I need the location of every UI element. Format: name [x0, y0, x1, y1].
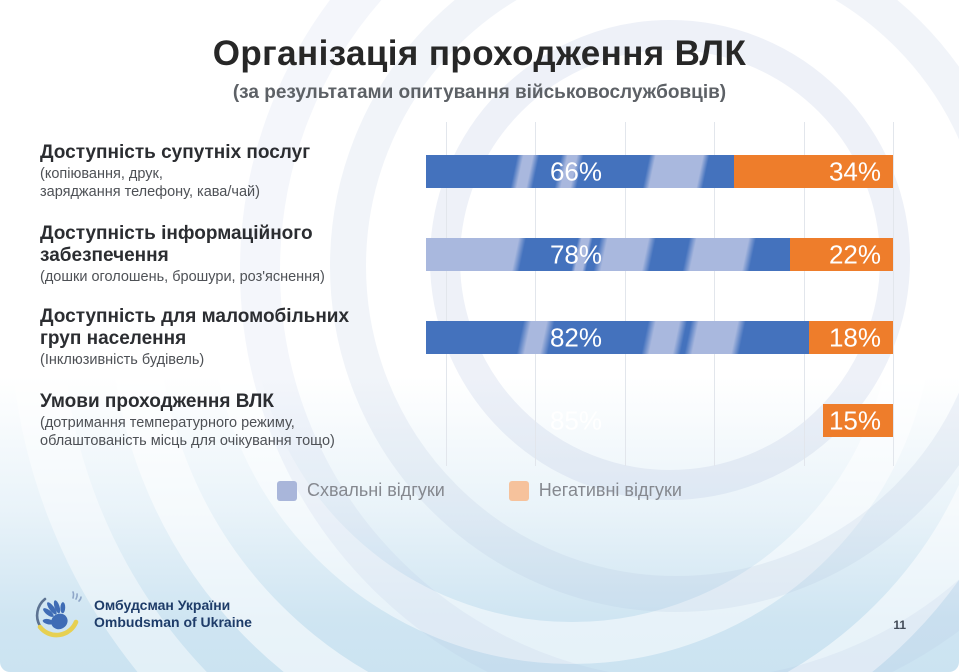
chart-row: Доступність супутніх послуг (копіювання,…: [40, 130, 893, 213]
legend-swatch-approve: [277, 480, 298, 501]
org-name: Омбудсман України Ombudsman of Ukraine: [94, 597, 252, 631]
chart-row: Доступність інформаційного забезпечення …: [40, 213, 893, 296]
bar-track: 82% 18%: [426, 321, 893, 354]
legend-item-negative: Негативні відгуки: [508, 480, 682, 501]
bar-track: 85% 15%: [426, 404, 893, 437]
page-subtitle: (за результатами опитування військовослу…: [232, 82, 727, 103]
bar-segment-approve: 85%: [426, 404, 823, 437]
bar-segment-negative: 34%: [734, 155, 893, 188]
value-label-negative: 34%: [828, 156, 881, 186]
category-note: (Інклюзивність будівель): [40, 351, 205, 368]
bar-segment-negative: 22%: [790, 238, 893, 271]
value-label-approve: 85%: [549, 405, 603, 435]
value-label-approve: 66%: [549, 156, 603, 186]
category-label: Доступність супутніх послуг (копіювання,…: [40, 142, 426, 201]
value-label-negative: 22%: [828, 239, 881, 269]
legend-label-negative: Негативні відгуки: [538, 480, 682, 500]
bar-segment-negative: 15%: [822, 404, 893, 437]
category-title: Доступність супутніх послуг: [40, 141, 311, 163]
hand-in-circle-logo-icon: [35, 591, 82, 638]
value-label-approve: 82%: [549, 322, 603, 352]
bar-segment-approve: 78%: [426, 238, 791, 271]
page-number: 11: [893, 618, 906, 632]
org-name-en: Ombudsman of Ukraine: [94, 614, 252, 630]
bar-segment-approve: 66%: [426, 155, 735, 188]
bar-segment-negative: 18%: [808, 321, 893, 354]
category-note: (дотримання температурного режиму, облаш…: [40, 414, 335, 449]
legend-swatch-negative: [508, 480, 529, 501]
bar-track: 66% 34%: [426, 155, 893, 188]
bar-segment-approve: 82%: [426, 321, 809, 354]
category-label: Доступність для маломобільних груп насел…: [40, 306, 426, 370]
header: Організація проходження ВЛК (за результа…: [0, 0, 959, 104]
legend: Схвальні відгуки Негативні відгуки: [0, 480, 959, 501]
category-title: Доступність для маломобільних груп насел…: [40, 305, 350, 349]
stacked-bar-chart: Доступність супутніх послуг (копіювання,…: [40, 122, 894, 466]
category-note: (дошки оголошень, брошури, роз'яснення): [40, 268, 325, 285]
chart-row: Доступність для маломобільних груп насел…: [40, 296, 893, 379]
category-label: Доступність інформаційного забезпечення …: [40, 223, 426, 287]
legend-label-approve: Схвальні відгуки: [307, 480, 445, 500]
bar-track: 78% 22%: [426, 238, 893, 271]
category-label: Умови проходження ВЛК (дотримання темпер…: [40, 391, 426, 450]
value-label-negative: 15%: [828, 405, 881, 435]
chart-row: Умови проходження ВЛК (дотримання темпер…: [40, 379, 893, 462]
category-note: (копіювання, друк, заряджання телефону, …: [40, 165, 260, 200]
page-title: Організація проходження ВЛК: [212, 34, 747, 73]
legend-item-approve: Схвальні відгуки: [277, 480, 445, 501]
footer: Омбудсман України Ombudsman of Ukraine: [32, 588, 252, 640]
value-label-approve: 78%: [549, 239, 603, 269]
org-name-uk: Омбудсман України: [94, 597, 231, 613]
category-title: Умови проходження ВЛК: [40, 390, 274, 412]
category-title: Доступність інформаційного забезпечення: [40, 222, 313, 266]
value-label-negative: 18%: [828, 322, 881, 352]
